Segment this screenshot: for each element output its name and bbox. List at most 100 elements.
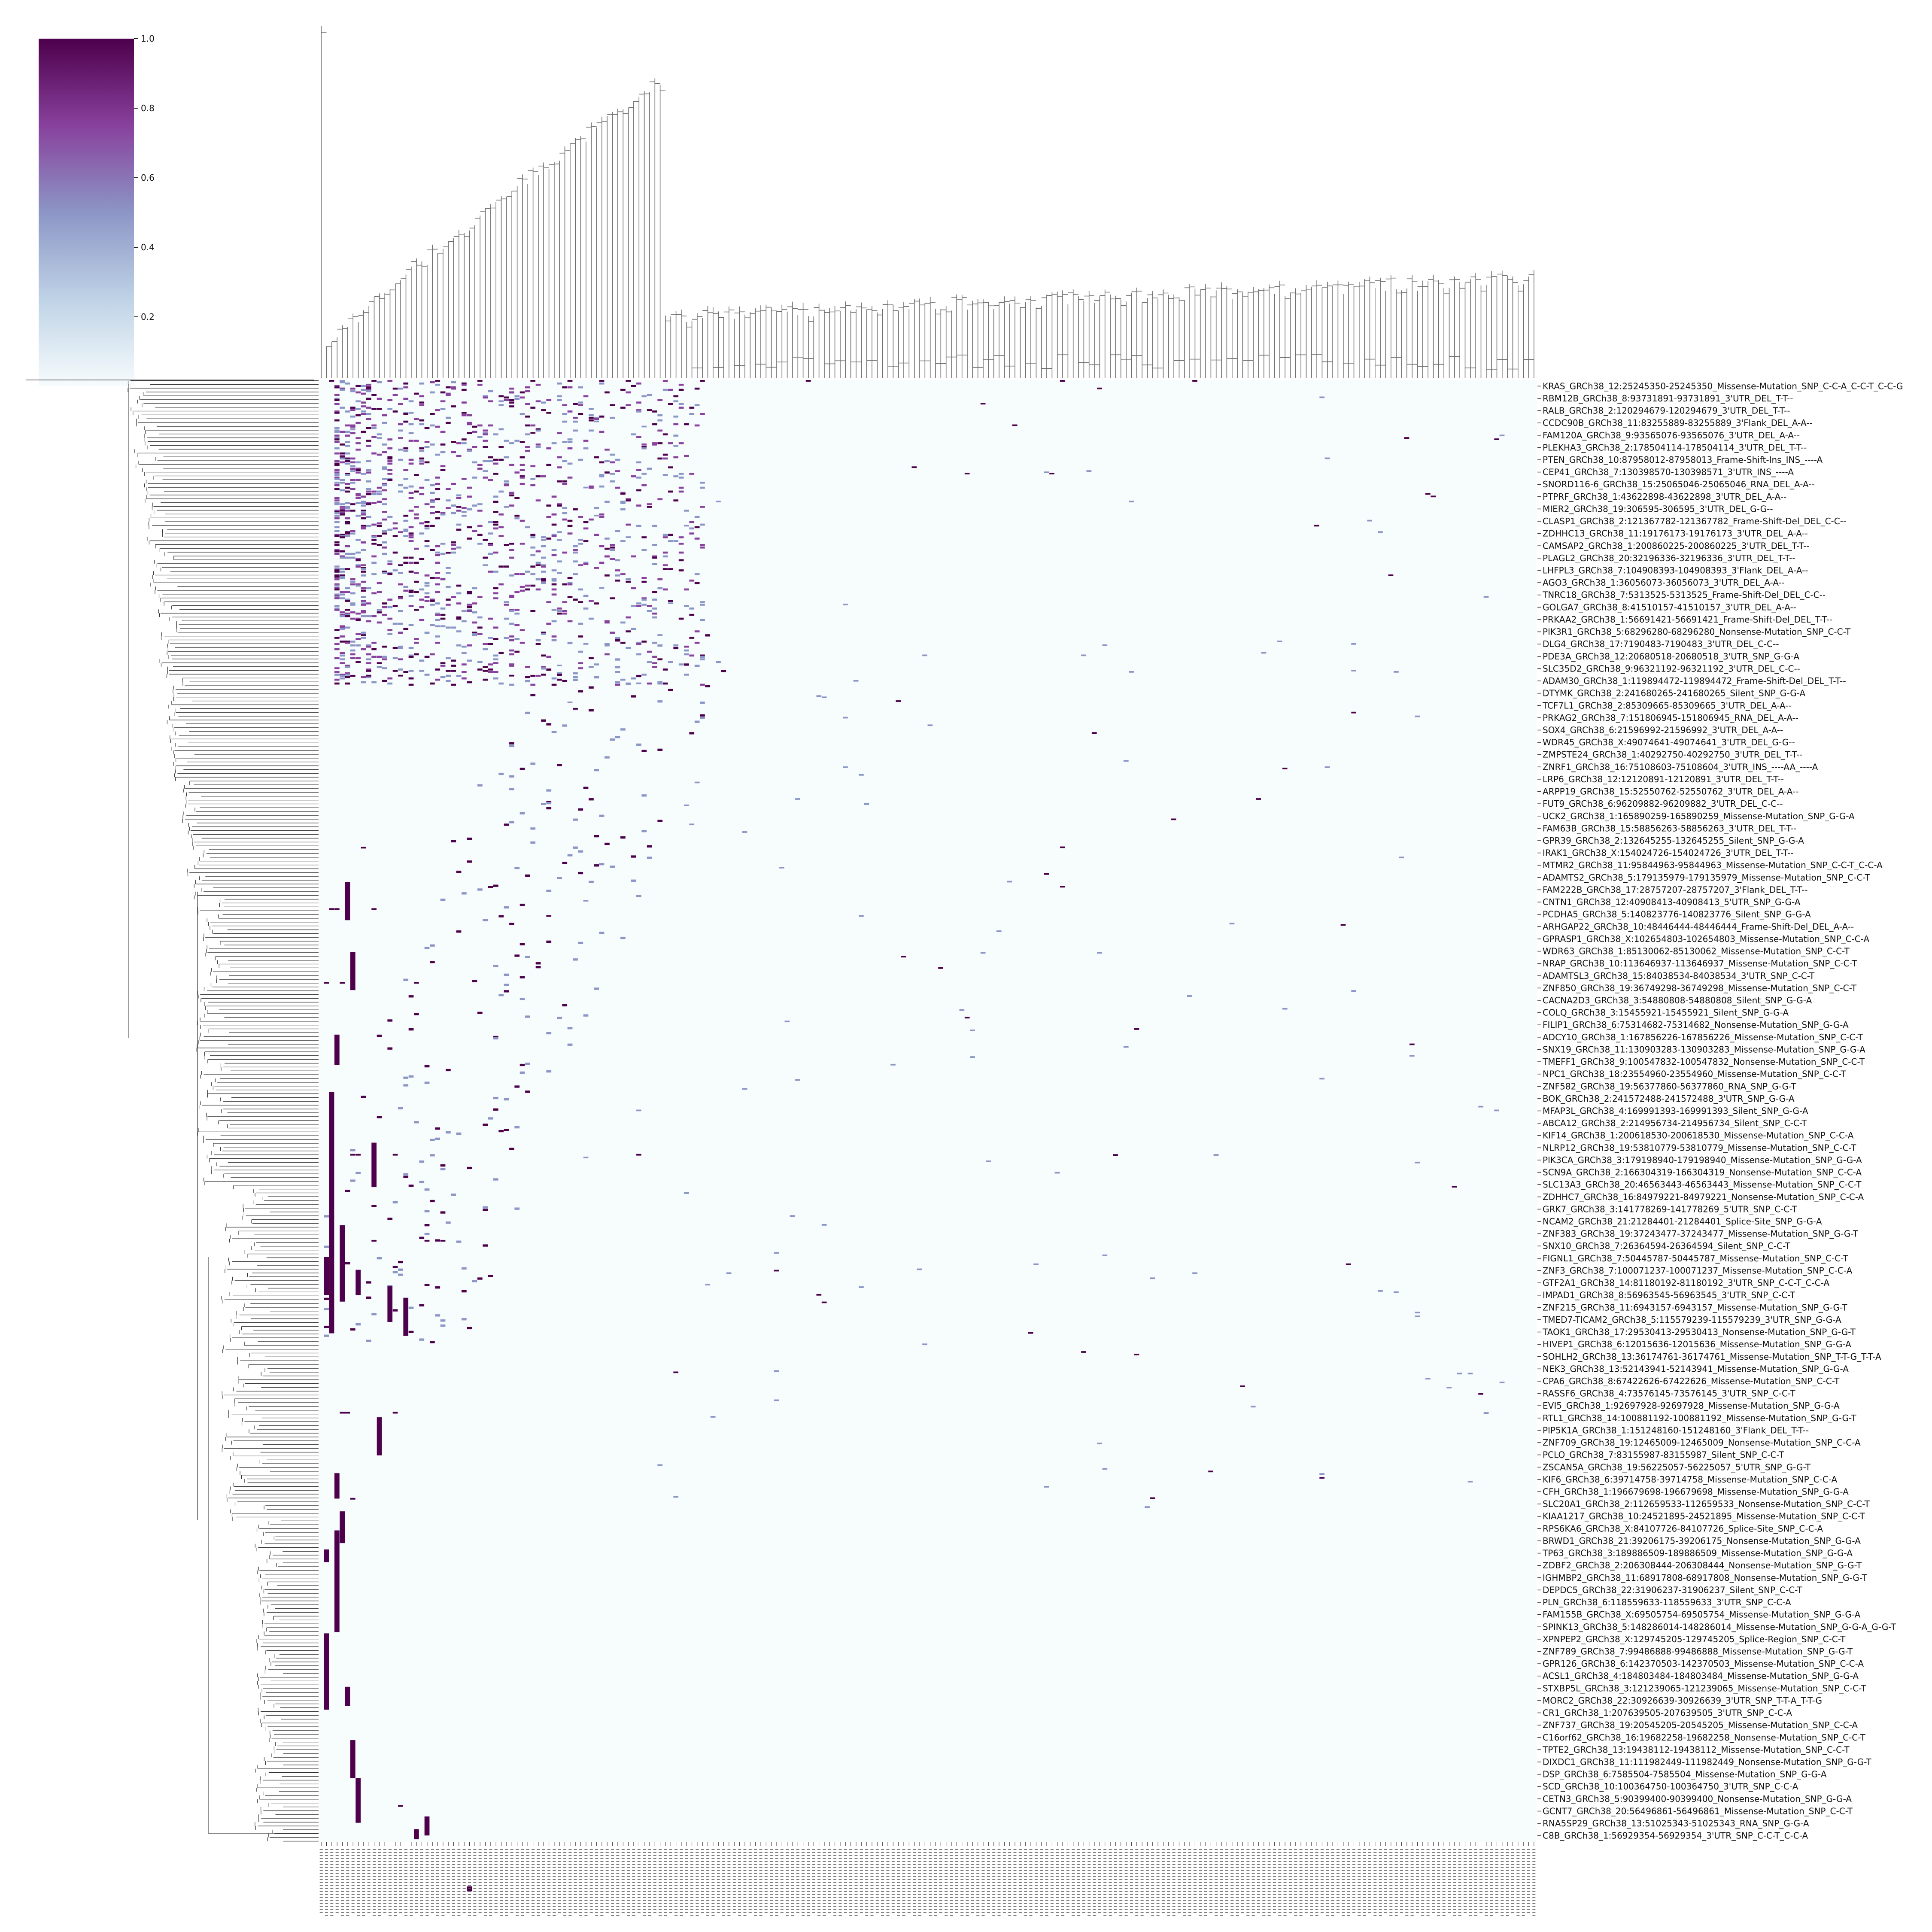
heatmap-cell xyxy=(430,1139,435,1141)
heatmap-cell xyxy=(340,510,345,512)
heatmap-cell xyxy=(477,668,483,671)
row-label: ZNF215_GRCh38_11:6943157-6943157_Missens… xyxy=(1543,1302,1847,1312)
heatmap-cell xyxy=(355,461,361,464)
heatmap-cell xyxy=(355,1323,361,1326)
heatmap-cell-sparse xyxy=(1499,1382,1505,1383)
heatmap-cell xyxy=(355,619,361,621)
heatmap-cell xyxy=(350,457,355,460)
heatmap-cell-sparse xyxy=(1351,670,1356,671)
heatmap-cell xyxy=(345,587,350,589)
heatmap-block xyxy=(414,1829,419,1840)
heatmap-cell xyxy=(424,540,430,542)
colorbar-tick-label: 0.4 xyxy=(141,242,155,252)
heatmap-cell-sparse xyxy=(684,525,689,527)
heatmap-cell-sparse xyxy=(980,403,986,405)
heatmap-cell xyxy=(583,562,589,564)
heatmap-cell xyxy=(493,495,498,498)
heatmap-cell xyxy=(662,534,668,536)
heatmap-cell xyxy=(636,605,641,607)
heatmap-cell xyxy=(371,427,377,429)
heatmap-cell xyxy=(451,483,456,485)
heatmap-cell xyxy=(662,568,668,570)
heatmap-cell xyxy=(626,682,631,685)
heatmap-cell xyxy=(419,447,425,450)
row-label: HIVEP1_GRCh38_6:12015636-12015636_Missen… xyxy=(1543,1339,1851,1349)
heatmap-cell xyxy=(567,441,573,443)
heatmap-cell xyxy=(636,525,641,527)
heatmap-cell xyxy=(377,398,382,400)
heatmap-cell xyxy=(546,1070,552,1073)
heatmap-cell xyxy=(340,674,345,677)
heatmap-cell xyxy=(403,1076,409,1079)
heatmap-cell xyxy=(414,392,419,395)
heatmap-cell xyxy=(350,617,355,620)
heatmap-cell xyxy=(451,670,456,672)
heatmap-cell xyxy=(583,395,589,398)
heatmap-cell xyxy=(498,404,504,406)
heatmap-cell xyxy=(525,433,530,436)
heatmap-cell xyxy=(557,503,562,505)
heatmap-cell xyxy=(345,517,350,519)
heatmap-cell xyxy=(557,382,562,385)
heatmap-cell xyxy=(493,677,498,680)
heatmap-cell xyxy=(530,478,536,480)
heatmap-cell xyxy=(673,647,679,650)
heatmap-cell xyxy=(684,674,689,676)
heatmap-cell xyxy=(615,459,620,461)
heatmap-cell-highlighted xyxy=(324,982,329,984)
heatmap-cell-highlighted xyxy=(350,1154,355,1156)
heatmap-cell-sparse xyxy=(911,466,917,468)
heatmap-cell xyxy=(430,413,435,415)
heatmap-cell-sparse xyxy=(1081,1351,1086,1353)
heatmap-cell xyxy=(678,569,684,571)
heatmap-cell xyxy=(694,630,700,632)
heatmap-cell xyxy=(509,821,514,823)
heatmap-cell xyxy=(578,404,583,406)
heatmap-cell xyxy=(350,424,355,427)
heatmap-cell-sparse xyxy=(694,781,700,784)
heatmap-cell-sparse xyxy=(795,798,800,800)
heatmap-cell xyxy=(377,525,382,527)
heatmap-cell-highlighted xyxy=(446,552,451,554)
heatmap-cell xyxy=(334,429,340,432)
heatmap-cell xyxy=(456,455,462,457)
heatmap-cell xyxy=(557,672,562,674)
heatmap-cell xyxy=(387,516,393,518)
heatmap-cell xyxy=(493,662,498,664)
heatmap-cell xyxy=(467,432,472,434)
heatmap-cell xyxy=(472,621,477,624)
heatmap-cell xyxy=(366,1296,371,1299)
heatmap-cell xyxy=(551,495,557,498)
heatmap-cell xyxy=(414,1013,419,1015)
heatmap-cell xyxy=(589,518,594,521)
heatmap-cell-sparse xyxy=(843,766,848,768)
heatmap-cell xyxy=(398,572,403,574)
heatmap-cell xyxy=(403,398,409,400)
row-label: FAM120A_GRCh38_9:93565076-93565076_3'UTR… xyxy=(1543,430,1800,440)
heatmap-cell xyxy=(546,801,552,803)
heatmap-cell xyxy=(435,488,440,490)
heatmap-cell xyxy=(340,571,345,573)
heatmap-cell xyxy=(678,477,684,479)
heatmap-cell xyxy=(462,382,467,385)
heatmap-cell xyxy=(340,534,345,536)
heatmap-cell xyxy=(551,513,557,516)
heatmap-cell xyxy=(355,408,361,410)
heatmap-cell xyxy=(456,930,462,933)
heatmap-cell xyxy=(340,641,345,643)
heatmap-cell-sparse xyxy=(620,493,626,495)
heatmap-cell xyxy=(355,551,361,554)
heatmap-cell xyxy=(345,431,350,433)
heatmap-cell xyxy=(430,653,435,656)
heatmap-cell xyxy=(535,429,541,432)
heatmap-cell xyxy=(419,382,425,385)
column-dendrogram xyxy=(321,26,1534,378)
heatmap-cell xyxy=(366,503,371,505)
row-label: ZDHHC13_GRCh38_11:19176173-19176173_3'UT… xyxy=(1543,529,1808,539)
heatmap-cell xyxy=(652,410,657,413)
heatmap-cell xyxy=(408,605,414,607)
heatmap-cell xyxy=(557,560,562,563)
heatmap-cell xyxy=(546,807,552,810)
heatmap-cell xyxy=(334,511,340,513)
heatmap-cell xyxy=(573,549,578,551)
